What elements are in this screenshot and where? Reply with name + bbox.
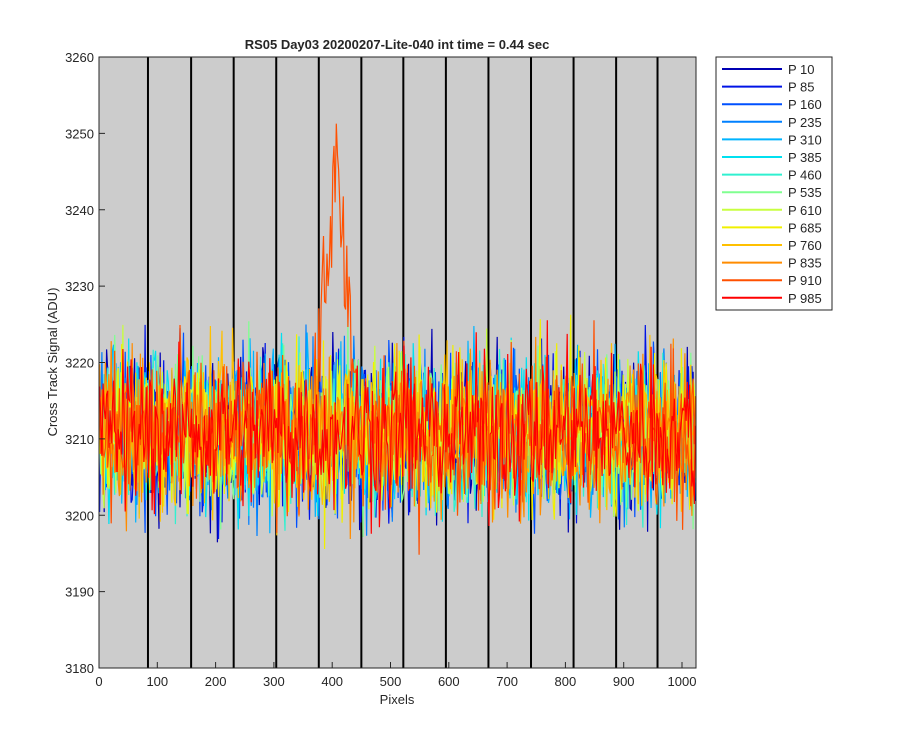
legend-label: P 460 xyxy=(788,168,822,183)
x-tick-label: 200 xyxy=(205,674,227,689)
y-tick-label: 3220 xyxy=(65,356,94,371)
legend-label: P 760 xyxy=(788,238,822,253)
legend-label: P 85 xyxy=(788,80,815,95)
chart-title: RS05 Day03 20200207-Lite-040 int time = … xyxy=(245,37,550,52)
y-tick-label: 3260 xyxy=(65,50,94,65)
x-tick-label: 1000 xyxy=(668,674,697,689)
legend-label: P 985 xyxy=(788,291,822,306)
x-tick-label: 100 xyxy=(146,674,168,689)
legend-label: P 10 xyxy=(788,62,815,77)
legend-label: P 835 xyxy=(788,256,822,271)
y-tick-label: 3210 xyxy=(65,432,94,447)
legend-label: P 385 xyxy=(788,150,822,165)
y-tick-label: 3250 xyxy=(65,126,94,141)
x-axis: 0 100 200 300 400 500 600 700 800 900 1000 xyxy=(95,662,696,689)
legend-label: P 310 xyxy=(788,132,822,147)
y-tick-label: 3240 xyxy=(65,203,94,218)
legend-label: P 685 xyxy=(788,220,822,235)
legend-box xyxy=(715,56,833,311)
legend-label: P 910 xyxy=(788,273,822,288)
legend-label: P 160 xyxy=(788,97,822,112)
legend-label: P 610 xyxy=(788,203,822,218)
legend-label: P 235 xyxy=(788,115,822,130)
x-tick-label: 800 xyxy=(555,674,577,689)
x-tick-label: 300 xyxy=(263,674,285,689)
x-tick-label: 500 xyxy=(380,674,402,689)
x-tick-label: 0 xyxy=(95,674,102,689)
y-tick-label: 3190 xyxy=(65,585,94,600)
x-tick-label: 900 xyxy=(613,674,635,689)
x-tick-label: 400 xyxy=(321,674,343,689)
series-lines xyxy=(99,123,696,555)
y-tick-label: 3180 xyxy=(65,661,94,676)
legend: P 10 P 85 P 160 P 235 P 310 P 385 P 460 P 535 P … xyxy=(715,56,833,311)
y-axis-label: Cross Track Signal (ADU) xyxy=(45,288,60,437)
y-tick-label: 3230 xyxy=(65,279,94,294)
y-tick-label: 3200 xyxy=(65,508,94,523)
x-axis-label: Pixels xyxy=(380,692,415,707)
series-line-p-985 xyxy=(99,320,696,534)
y-axis: 3180 3190 3200 3210 3220 3230 3240 3250 3260 xyxy=(65,50,105,676)
legend-label: P 535 xyxy=(788,185,822,200)
x-tick-label: 700 xyxy=(496,674,518,689)
x-tick-label: 600 xyxy=(438,674,460,689)
